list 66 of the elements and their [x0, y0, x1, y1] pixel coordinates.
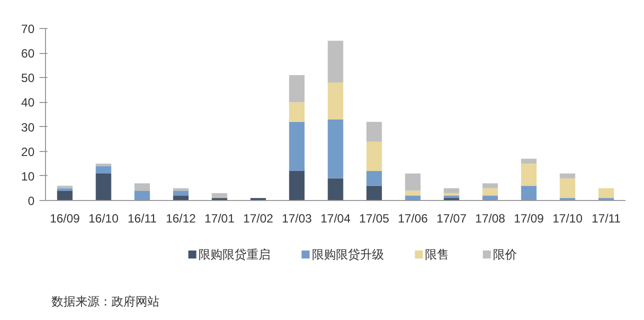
- bar: [96, 173, 112, 200]
- legend-label: 限购限贷升级: [312, 248, 384, 262]
- bar: [444, 196, 460, 198]
- x-tick-label: 16/10: [88, 212, 119, 226]
- legend-label: 限售: [425, 248, 450, 262]
- bar: [57, 190, 73, 200]
- bar: [521, 186, 537, 200]
- bar: [598, 188, 614, 198]
- bar: [560, 178, 576, 198]
- x-tick-label: 17/01: [204, 212, 235, 226]
- bar: [405, 190, 421, 196]
- bar: [366, 122, 382, 142]
- bar: [405, 173, 421, 191]
- bar: [328, 82, 344, 120]
- bar: [521, 158, 537, 164]
- bar: [444, 193, 460, 196]
- legend-label: 限购限贷重启: [198, 248, 271, 262]
- bar: [366, 186, 382, 200]
- y-tick-label: 40: [21, 96, 35, 110]
- x-tick-label: 17/07: [436, 212, 467, 226]
- bar: [560, 173, 576, 178]
- y-tick-label: 60: [21, 46, 35, 61]
- bar: [366, 142, 382, 172]
- bar: [444, 188, 460, 194]
- bar: [134, 190, 150, 200]
- bar: [289, 75, 305, 102]
- y-tick-label: 0: [28, 194, 35, 208]
- x-tick-label: 17/05: [359, 212, 390, 226]
- bar: [521, 164, 537, 186]
- bar: [482, 196, 498, 200]
- y-tick-label: 20: [21, 144, 35, 159]
- x-tick-label: 17/03: [282, 212, 312, 226]
- x-tick-label: 17/11: [592, 212, 622, 226]
- bar: [289, 122, 305, 172]
- bar: [134, 183, 150, 191]
- x-tick-label: 17/10: [552, 212, 583, 226]
- bar: [482, 188, 498, 196]
- y-tick-label: 30: [21, 120, 35, 134]
- bar: [405, 196, 421, 200]
- bar: [173, 188, 189, 191]
- bar: [96, 166, 112, 174]
- bar: [482, 183, 498, 188]
- y-tick-label: 70: [21, 22, 35, 36]
- x-tick-label: 17/04: [320, 212, 351, 226]
- bar: [289, 171, 305, 200]
- bar: [328, 119, 344, 178]
- x-tick-label: 17/06: [398, 212, 428, 226]
- x-tick-label: 17/09: [514, 212, 544, 226]
- bar: [173, 190, 189, 196]
- bar: [173, 196, 189, 200]
- bar: [366, 171, 382, 186]
- x-tick-label: 16/09: [50, 212, 80, 226]
- bar: [96, 164, 112, 166]
- x-tick-label: 16/11: [128, 212, 158, 226]
- y-tick-label: 50: [21, 71, 35, 86]
- x-tick-label: 17/02: [243, 212, 274, 226]
- bar: [328, 178, 344, 200]
- y-tick-label: 10: [21, 169, 35, 184]
- bar: [212, 193, 228, 198]
- bar: [289, 102, 305, 122]
- source-note: 数据来源：政府网站: [52, 294, 160, 308]
- legend-label: 限价: [493, 248, 518, 262]
- bar: [57, 188, 73, 191]
- x-tick-label: 16/12: [166, 212, 196, 226]
- bar: [328, 40, 344, 83]
- x-tick-label: 17/08: [475, 212, 506, 226]
